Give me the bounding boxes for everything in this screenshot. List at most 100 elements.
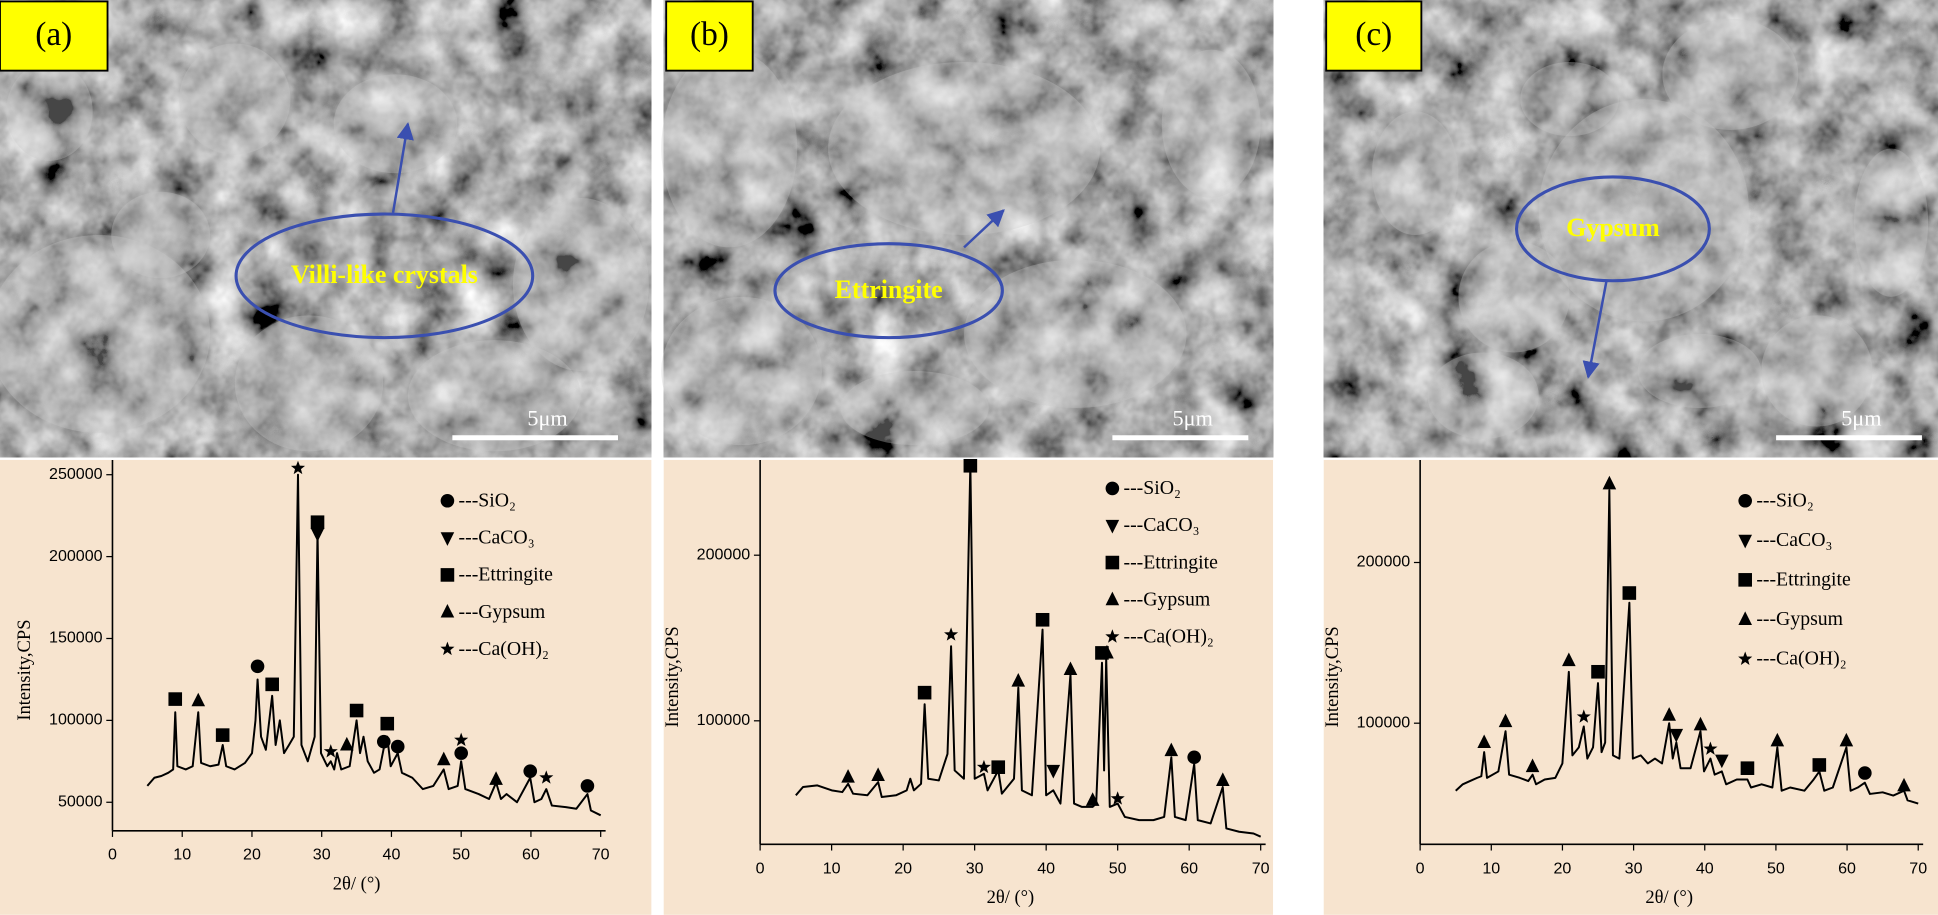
phase-marker	[1839, 732, 1854, 747]
scale-bar-label: 5μm	[527, 406, 567, 431]
phase-marker	[390, 739, 405, 754]
phase-marker	[1046, 764, 1061, 779]
phase-marker	[944, 627, 959, 641]
sem-particle	[6, 61, 93, 161]
legend-symbol	[440, 603, 455, 618]
x-tick-label: 40	[383, 846, 401, 864]
legend-symbol	[1105, 481, 1120, 496]
phase-marker	[349, 703, 364, 718]
sem-image	[663, 0, 1274, 458]
legend-symbol	[440, 493, 455, 508]
phase-marker	[1035, 612, 1050, 627]
sem-particle	[407, 340, 581, 452]
phase-marker	[1770, 732, 1785, 747]
x-tick-label: 70	[1252, 859, 1270, 877]
highlight-ellipse	[1514, 175, 1711, 283]
x-tick-label: 10	[823, 859, 841, 877]
legend-label: ---Gypsum	[459, 601, 546, 623]
phase-marker	[250, 659, 265, 674]
legend-label: ---CaCO₃	[1123, 514, 1199, 536]
phase-marker	[580, 779, 595, 793]
sem-particle	[1761, 315, 1873, 427]
x-tick-label: 0	[108, 846, 117, 864]
sem-particle	[1853, 148, 1929, 297]
legend-symbol	[1738, 493, 1752, 508]
phase-marker	[1858, 766, 1872, 780]
x-tick-label: 20	[894, 859, 912, 877]
sem-particle	[1371, 111, 1459, 236]
phase-marker	[1477, 734, 1491, 749]
phase-marker	[1100, 644, 1114, 659]
xrd-line	[1455, 489, 1919, 805]
sem-particle	[512, 197, 649, 371]
legend-label: ---CaCO₃	[1756, 529, 1832, 551]
x-tick-label: 70	[1909, 859, 1927, 877]
phase-marker	[1602, 475, 1617, 490]
phase-marker	[917, 685, 932, 700]
legend-label: ---Ca(OH)₂	[1123, 625, 1213, 647]
legend-symbol	[440, 532, 455, 546]
pointer-arrow	[963, 209, 1005, 249]
y-tick-label: 200000	[49, 547, 103, 565]
phase-marker	[454, 746, 468, 760]
y-tick-label: 100000	[697, 711, 751, 729]
annotation: Villi-like crystals	[291, 260, 478, 289]
phase-marker	[1740, 761, 1755, 775]
x-tick-label: 40	[1696, 859, 1714, 877]
sem-particle	[0, 235, 211, 433]
x-tick-label: 60	[1838, 859, 1856, 877]
phase-marker	[841, 769, 855, 783]
x-tick-label: 30	[1625, 859, 1643, 877]
x-tick-label: 30	[966, 859, 984, 877]
sem-image	[0, 0, 652, 458]
pointer-arrow	[391, 122, 414, 213]
legend-label: ---Ettringite	[1756, 569, 1851, 591]
phase-marker	[1622, 586, 1637, 600]
phase-marker	[1897, 777, 1911, 792]
panel-label-box	[0, 0, 109, 72]
phase-marker	[215, 728, 230, 742]
annotation: Ettringite	[835, 275, 943, 304]
legend-label: ---Ettringite	[459, 564, 554, 586]
panel-label: (a)	[35, 16, 72, 53]
legend-symbol	[1738, 534, 1752, 549]
sem-particle	[234, 315, 384, 452]
phase-marker	[310, 515, 325, 530]
panel-label: (b)	[690, 16, 729, 53]
sem-particle	[333, 74, 458, 174]
x-tick-label: 50	[1109, 859, 1127, 877]
legend-label: ---Ettringite	[1123, 551, 1218, 573]
legend-label: ---Ca(OH)₂	[1756, 648, 1846, 670]
legend-label: ---CaCO₃	[459, 527, 535, 549]
y-tick-label: 50000	[58, 793, 103, 811]
legend-symbol	[1105, 555, 1120, 570]
phase-marker	[991, 760, 1006, 774]
phase-marker	[1525, 758, 1540, 773]
phase-marker	[380, 716, 395, 731]
legend-symbol	[1738, 611, 1752, 625]
phase-marker	[436, 751, 451, 766]
legend-symbol	[1105, 629, 1120, 643]
x-tick-label: 30	[313, 846, 331, 864]
phase-marker	[1662, 707, 1676, 721]
panel-label-box	[665, 0, 754, 72]
sem-particle	[661, 296, 822, 446]
phase-marker	[1591, 664, 1605, 679]
x-tick-label: 60	[522, 846, 540, 864]
x-tick-label: 0	[1416, 859, 1425, 877]
x-tick-label: 20	[243, 846, 261, 864]
sem-particle	[1458, 241, 1570, 353]
legend-label: ---SiO₂	[1123, 477, 1180, 499]
phase-marker	[871, 767, 885, 782]
y-tick-label: 150000	[49, 629, 103, 647]
phase-marker	[454, 732, 469, 746]
pointer-arrow	[1582, 279, 1608, 379]
legend-symbol	[1738, 573, 1752, 587]
phase-marker	[1215, 772, 1230, 786]
phase-marker	[1011, 673, 1026, 687]
x-tick-label: 10	[173, 846, 191, 864]
sem-particle	[661, 49, 798, 248]
y-tick-label: 250000	[49, 465, 103, 483]
phase-marker	[1562, 652, 1576, 667]
